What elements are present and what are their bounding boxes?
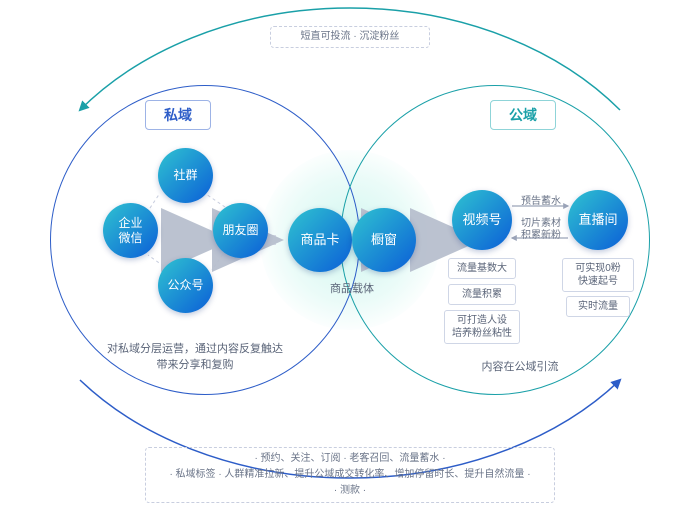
center-showcase: 橱窗 xyxy=(352,208,416,272)
top-info-text: 短直可投流 · 沉淀粉丝 xyxy=(301,29,400,45)
node-video: 视频号 xyxy=(452,190,512,250)
bottom-line2: · 私域标签 · 人群精准拉新、提升公域成交转化率、增加停留时长、提升自然流量 … xyxy=(169,467,530,483)
top-info-box: 短直可投流 · 沉淀粉丝 xyxy=(270,26,430,48)
node-community: 社群 xyxy=(158,148,213,203)
vbox-2: 流量积累 xyxy=(448,284,516,305)
lbox-2: 实时流量 xyxy=(566,296,630,317)
bottom-line1: · 预约、关注、订阅 · 老客召回、流量蓄水 · xyxy=(254,451,445,467)
node-live: 直播间 xyxy=(568,190,628,250)
lbox-1: 可实现0粉 快速起号 xyxy=(562,258,634,292)
node-moments: 朋友圈 xyxy=(213,203,268,258)
private-title: 私域 xyxy=(145,100,211,130)
center-product-card: 商品卡 xyxy=(288,208,352,272)
center-caption: 商品载体 xyxy=(320,280,384,296)
label-presell: 预告蓄水 xyxy=(516,192,566,207)
public-caption: 内容在公域引流 xyxy=(455,358,585,374)
label-clip: 切片素材 积累新粉 xyxy=(516,218,566,242)
public-title: 公域 xyxy=(490,100,556,130)
private-caption: 对私域分层运营，通过内容反复触达 带来分享和复购 xyxy=(80,340,310,372)
bottom-info-box: · 预约、关注、订阅 · 老客召回、流量蓄水 · · 私域标签 · 人群精准拉新… xyxy=(145,447,555,503)
vbox-3: 可打造人设 培养粉丝粘性 xyxy=(444,310,520,344)
vbox-1: 流量基数大 xyxy=(448,258,516,279)
public-title-text: 公域 xyxy=(509,107,537,123)
node-official: 公众号 xyxy=(158,258,213,313)
node-wecom: 企业 微信 xyxy=(103,203,158,258)
private-title-text: 私域 xyxy=(164,107,192,123)
bottom-line3: · 测款 · xyxy=(334,483,366,499)
